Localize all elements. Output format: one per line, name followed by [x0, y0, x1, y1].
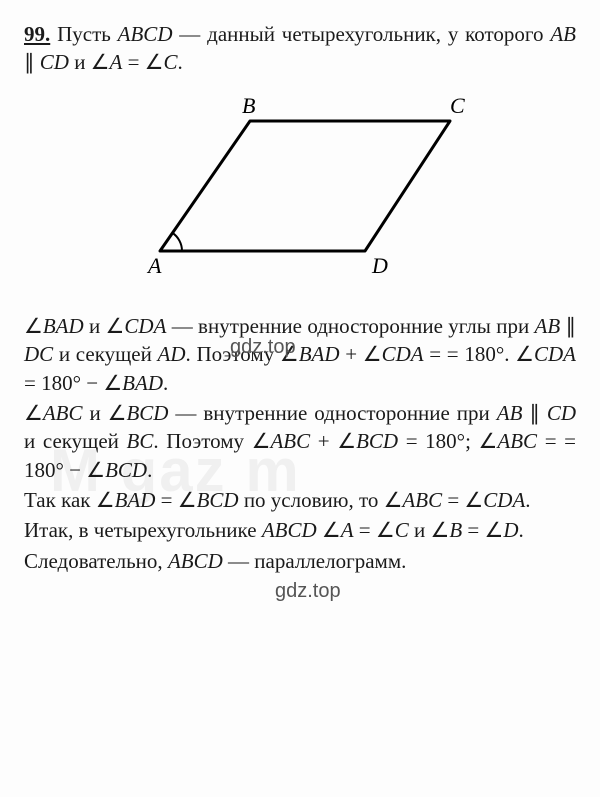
svg-text:C: C: [450, 93, 465, 118]
intro-text: Пусть ABCD — данный четы­рехугольник, у …: [24, 22, 576, 74]
paragraph-4: Итак, в четырехугольнике ABCD ∠A = ∠C и …: [24, 516, 576, 544]
watermark-2: gdz.top: [275, 578, 341, 605]
intro-paragraph: 99. Пусть ABCD — данный четы­рехугольник…: [24, 20, 576, 77]
paragraph-3: Так как ∠BAD = ∠BCD по условию, то ∠ABC …: [24, 486, 576, 514]
paragraph-5: Следовательно, ABCD — параллело­грамм.: [24, 547, 576, 575]
watermark-1: gdz.top: [230, 334, 296, 361]
paragraph-2: ∠ABC и ∠BCD — внутренние односто­ронние …: [24, 399, 576, 484]
svg-text:D: D: [371, 253, 388, 278]
problem-number: 99.: [24, 22, 50, 46]
figure-container: A B C D: [24, 91, 576, 298]
paragraph-1: ∠BAD и ∠CDA — внутренние односто­ронние …: [24, 312, 576, 397]
svg-text:A: A: [146, 253, 162, 278]
parallelogram-figure: A B C D: [120, 91, 480, 291]
svg-text:B: B: [242, 93, 255, 118]
